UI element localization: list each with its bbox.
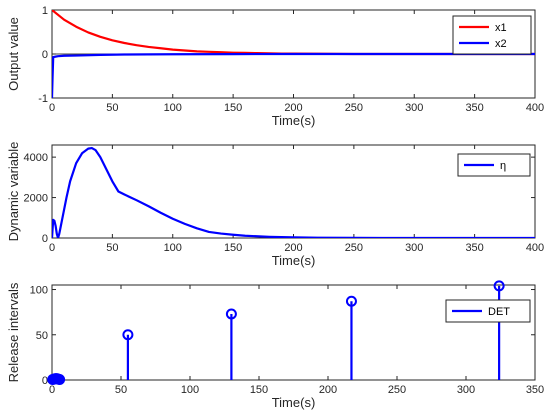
x-axis-label: Time(s)	[272, 113, 316, 128]
x-tick-label: 100	[164, 102, 182, 114]
x-tick-label: 200	[319, 384, 337, 396]
y-tick-label: -1	[38, 93, 48, 105]
x-tick-label: 250	[345, 102, 363, 114]
chart-panel-1: 0 50 100 150 200 250 300 350 400-101Time(s)Outpu…	[6, 5, 544, 128]
series-line-1	[52, 146, 535, 238]
x-tick-label: 400	[526, 242, 544, 254]
x-tick-label: 50	[115, 384, 127, 396]
x-tick-label: 150	[224, 102, 242, 114]
chart-panel-3: 0 50 100 150 200 250 300 350 0 50 100 Time(s) Releas…	[6, 280, 544, 410]
y-axis-label: Dynamic variable	[6, 142, 21, 242]
legend: DET	[445, 299, 531, 323]
x-tick-label: 250	[345, 242, 363, 254]
y-axis-label: Release intervals	[6, 282, 21, 382]
x-tick-label: 50	[106, 102, 118, 114]
y-tick-label: 2000	[24, 193, 48, 205]
stem-marker	[225, 308, 237, 320]
x-tick-label: 300	[405, 102, 423, 114]
x-tick-label: 400	[526, 102, 544, 114]
x-tick-label: 100	[181, 384, 199, 396]
legend-label: η	[500, 160, 506, 172]
y-tick-label: 100	[30, 285, 48, 297]
y-tick-label: 0	[42, 375, 48, 387]
legend-box	[452, 15, 532, 55]
y-tick-label: 4000	[24, 152, 48, 164]
stem-marker	[54, 374, 66, 386]
x-tick-label: 300	[405, 242, 423, 254]
x-tick-label: 200	[284, 242, 302, 254]
stem-marker	[345, 295, 357, 307]
x-tick-label: 250	[388, 384, 406, 396]
legend-label: x2	[495, 38, 507, 50]
x-tick-label: 0	[49, 102, 55, 114]
x-tick-label: 350	[465, 242, 483, 254]
x-tick-label: 300	[457, 384, 475, 396]
x-tick-label: 150	[224, 242, 242, 254]
y-tick-label: 0	[42, 233, 48, 245]
plot-frame	[51, 284, 536, 381]
x-tick-label: 200	[284, 102, 302, 114]
y-axis-label: Output value	[6, 17, 21, 91]
x-axis-label: Time(s)	[272, 253, 316, 268]
x-tick-label: 0	[49, 242, 55, 254]
series-line-2	[52, 52, 535, 98]
legend-label: DET	[488, 306, 510, 318]
chart-panel-2: 0 50 100 150 200 250 300 350 400020004000Time(s)…	[6, 142, 544, 268]
y-tick-label: 50	[36, 330, 48, 342]
x-axis-label: Time(s)	[272, 395, 316, 410]
stem-marker	[122, 329, 134, 341]
legend-box	[445, 299, 531, 323]
x-tick-label: 100	[164, 242, 182, 254]
x-tick-label: 50	[106, 242, 118, 254]
x-tick-label: 150	[250, 384, 268, 396]
legend-label: x1	[495, 22, 507, 34]
y-tick-label: 0	[42, 49, 48, 61]
legend: η	[457, 153, 531, 177]
x-tick-label: 0	[49, 384, 55, 396]
y-tick-label: 1	[42, 5, 48, 17]
x-tick-label: 350	[465, 102, 483, 114]
x-tick-label: 350	[526, 384, 544, 396]
stem-marker	[493, 280, 505, 292]
